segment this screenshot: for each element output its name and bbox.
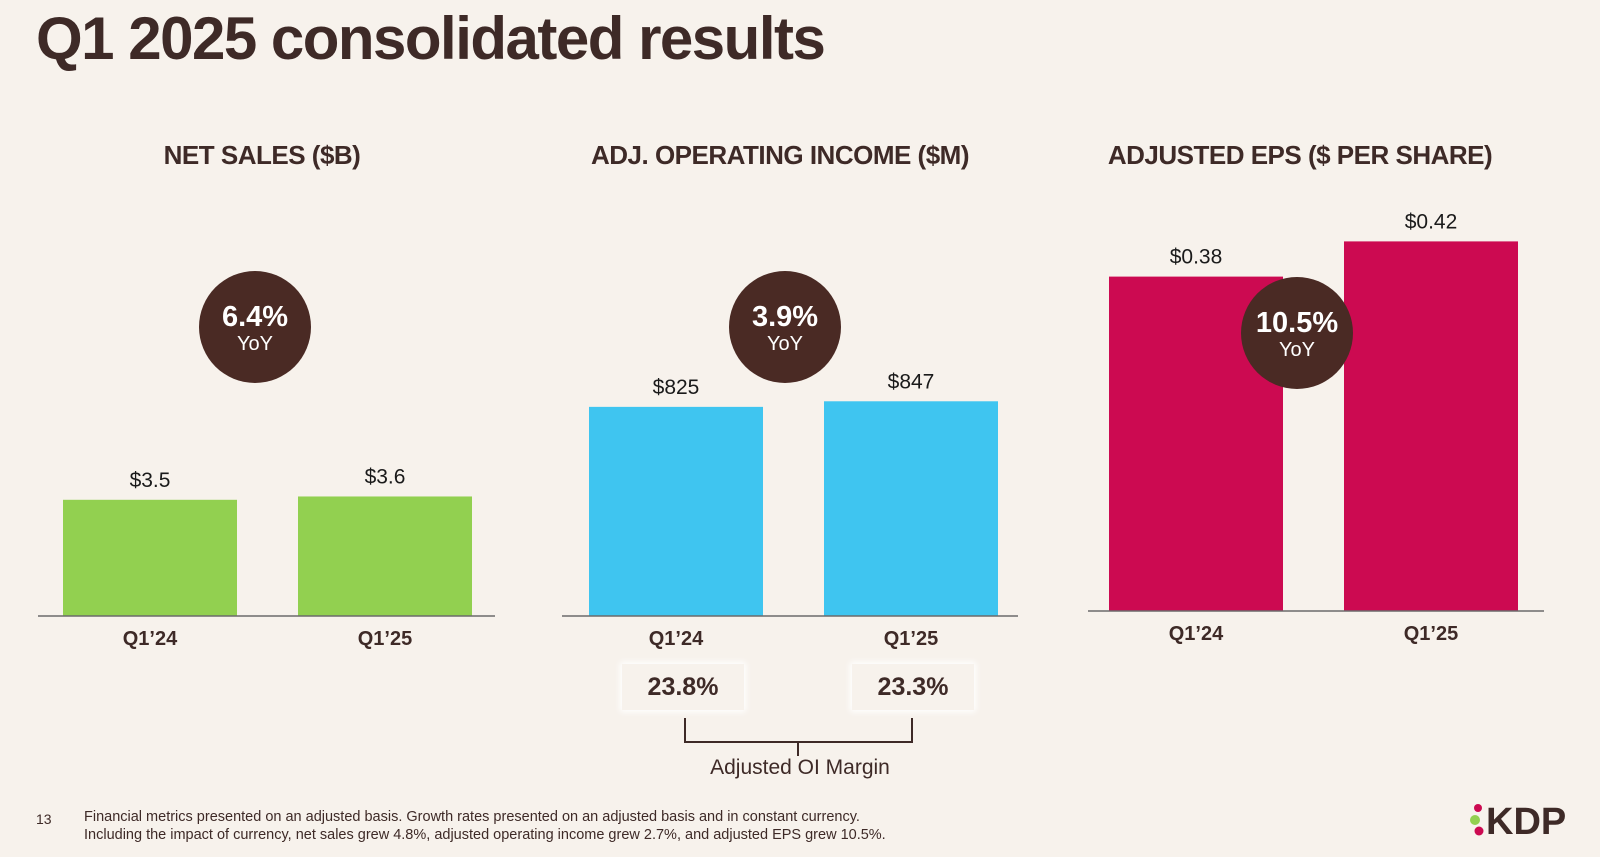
- yoy-pct-operating-income: 3.9%: [752, 301, 818, 333]
- chart-title-net-sales: NET SALES ($B): [163, 140, 361, 170]
- chart-title-operating-income: ADJ. OPERATING INCOME ($M): [591, 140, 969, 170]
- yoy-label-net-sales: YoY: [237, 333, 273, 355]
- yoy-label-eps: YoY: [1279, 339, 1315, 361]
- value-label-net-sales-q1-25: $3.6: [365, 465, 406, 488]
- category-label-operating-income-q1-24: Q1’24: [649, 628, 704, 650]
- yoy-badge-eps: [1241, 277, 1353, 389]
- margin-caption: Adjusted OI Margin: [710, 756, 890, 779]
- yoy-pct-eps: 10.5%: [1256, 307, 1338, 339]
- yoy-label-operating-income: YoY: [767, 333, 803, 355]
- margin-value-q1-25: 23.3%: [852, 664, 974, 710]
- category-label-net-sales-q1-25: Q1’25: [358, 628, 412, 650]
- category-label-operating-income-q1-25: Q1’25: [884, 628, 938, 650]
- bar-operating-income-q1-24: [589, 406, 763, 616]
- value-label-eps-q1-24: $0.38: [1170, 246, 1223, 269]
- margin-value-q1-24: 23.8%: [622, 664, 744, 710]
- kdp-logo: KDP: [1470, 801, 1566, 842]
- value-label-eps-q1-25: $0.42: [1405, 210, 1458, 233]
- chart-title-eps: ADJUSTED EPS ($ PER SHARE): [1107, 140, 1493, 170]
- page-title: Q1 2025 consolidated results: [36, 5, 826, 72]
- yoy-pct-net-sales: 6.4%: [222, 301, 288, 333]
- bar-net-sales-q1-25: [298, 496, 472, 616]
- value-label-operating-income-q1-24: $825: [653, 376, 700, 399]
- yoy-badge-operating-income: [729, 271, 841, 383]
- footnote-line-2: Including the impact of currency, net sa…: [84, 827, 886, 843]
- bar-eps-q1-25: [1344, 241, 1518, 611]
- category-label-eps-q1-24: Q1’24: [1169, 623, 1224, 645]
- bar-operating-income-q1-25: [824, 401, 998, 616]
- yoy-badge-net-sales: [199, 271, 311, 383]
- category-label-net-sales-q1-24: Q1’24: [123, 628, 178, 650]
- logo-text: KDP: [1486, 801, 1566, 842]
- value-label-operating-income-q1-25: $847: [888, 370, 935, 393]
- bar-net-sales-q1-24: [63, 499, 237, 616]
- footnote-line-1: Financial metrics presented on an adjust…: [84, 809, 860, 825]
- category-label-eps-q1-25: Q1’25: [1404, 623, 1458, 645]
- page-number: 13: [36, 811, 52, 827]
- value-label-net-sales-q1-24: $3.5: [130, 469, 171, 492]
- footnote: Financial metrics presented on an adjust…: [84, 808, 984, 844]
